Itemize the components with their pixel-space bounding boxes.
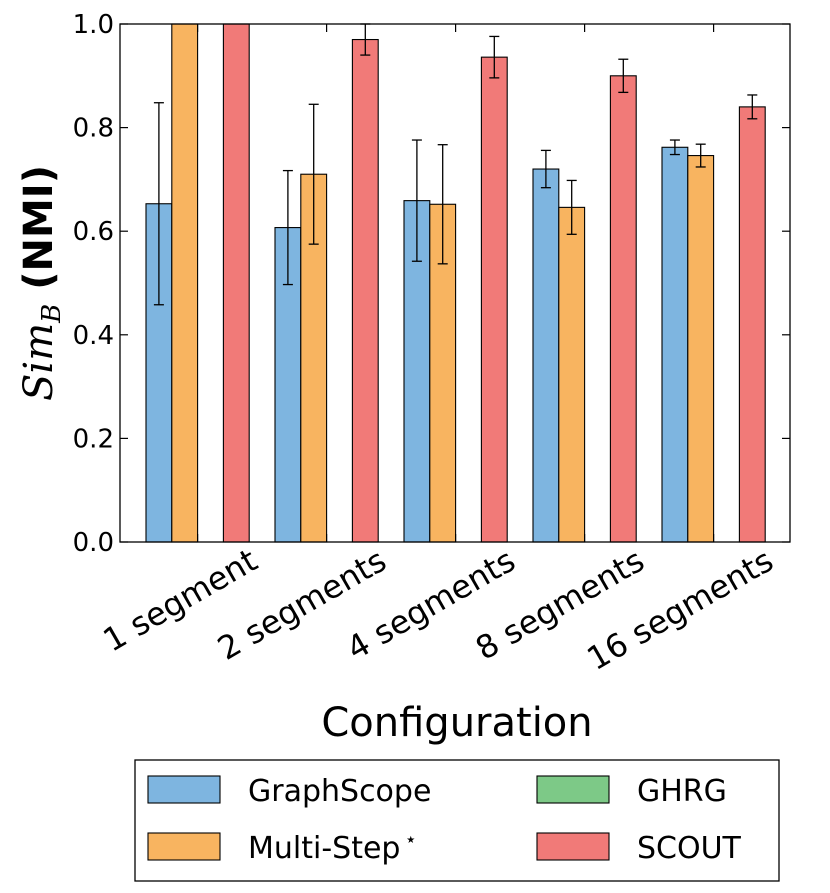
y-tick-label: 0.6 [73,217,114,247]
bar-graphscope [661,146,689,543]
bar-scout [222,23,250,543]
legend-swatch-ghrg [536,775,610,804]
y-tick-label: 0.0 [73,528,114,558]
bar-graphscope [532,168,560,543]
legend-label-graphscope: GraphScope [248,774,431,809]
y-tick-label: 0.8 [73,114,114,144]
bar-multi-step [558,206,586,543]
legend-box [134,759,780,882]
svg-text:SimB(NMI): SimB (NMI) [16,165,67,401]
y-axis-label-subscript: B [37,304,67,324]
bar-scout [351,38,379,543]
legend-swatch-scout [536,832,610,861]
bar-scout [480,56,508,543]
legend-swatch-graphscope [147,775,221,804]
y-axis-label-math: Sim [16,323,62,401]
legend-label-multi-step: Multi-Step ⋆ [248,827,417,866]
y-axis-label-suffix: (NMI) [16,165,62,290]
legend: GraphScope Multi-Step ⋆ GHRG SCOUT [134,759,780,882]
y-tick-label: 0.2 [73,424,114,454]
y-tick-label: 1.0 [73,10,114,40]
bar-scout [738,106,766,543]
bars-layer [145,23,766,543]
legend-label-ghrg: GHRG [637,774,727,809]
error-bars-layer [153,23,758,306]
legend-swatch-multi-step [147,832,221,861]
bar-multi-step [171,23,199,543]
bar-multi-step [687,155,715,543]
bar-multi-step [300,173,328,543]
y-axis-ticks: 0.0 0.2 0.4 0.6 0.8 1.0 [73,10,790,558]
y-axis-label: SimB (NMI) [16,165,67,401]
bar-scout [609,75,637,543]
legend-label-scout: SCOUT [637,831,742,866]
x-axis-label: Configuration [321,700,592,746]
y-tick-label: 0.4 [73,321,114,351]
